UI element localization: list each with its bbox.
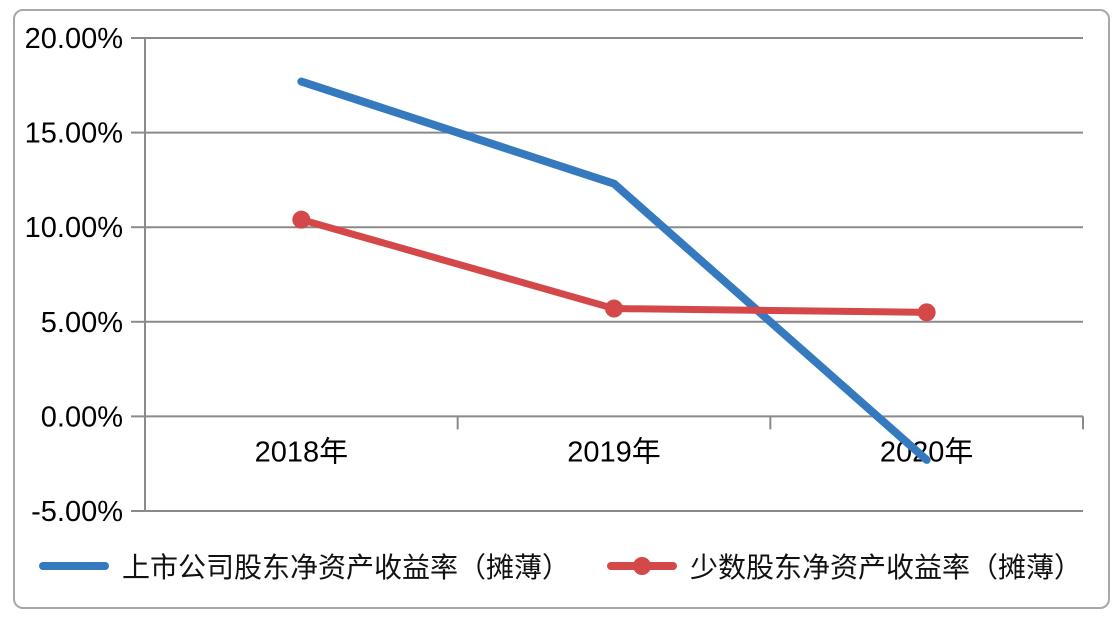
series-line-0 xyxy=(297,77,931,464)
legend-item-1: 少数股东净资产收益率（摊薄） xyxy=(606,546,1082,586)
series-marker xyxy=(605,299,623,318)
chart-legend: 上市公司股东净资产收益率（摊薄） 少数股东净资产收益率（摊薄） xyxy=(0,543,1120,589)
y-tick-label: 20.00% xyxy=(25,23,123,55)
x-tick-label: 2019年 xyxy=(567,435,661,468)
legend-label: 上市公司股东净资产收益率（摊薄） xyxy=(121,553,570,584)
y-tick-label: 0.00% xyxy=(41,401,123,433)
x-tick-label: 2018年 xyxy=(255,435,349,468)
legend-label: 少数股东净资产收益率（摊薄） xyxy=(690,553,1083,584)
y-tick-label: -5.00% xyxy=(31,496,123,528)
series-marker xyxy=(292,210,311,229)
legend-marker-icon xyxy=(633,557,651,575)
y-tick-label: 10.00% xyxy=(25,212,123,244)
legend-item-0: 上市公司股东净资产收益率（摊薄） xyxy=(38,546,570,586)
series-marker xyxy=(917,303,936,322)
y-tick-label: 5.00% xyxy=(41,307,123,339)
legend-line-swatch xyxy=(38,562,109,570)
series-line-1 xyxy=(297,216,931,316)
legend-line-swatch xyxy=(607,557,677,575)
y-tick-label: 15.00% xyxy=(25,118,123,150)
